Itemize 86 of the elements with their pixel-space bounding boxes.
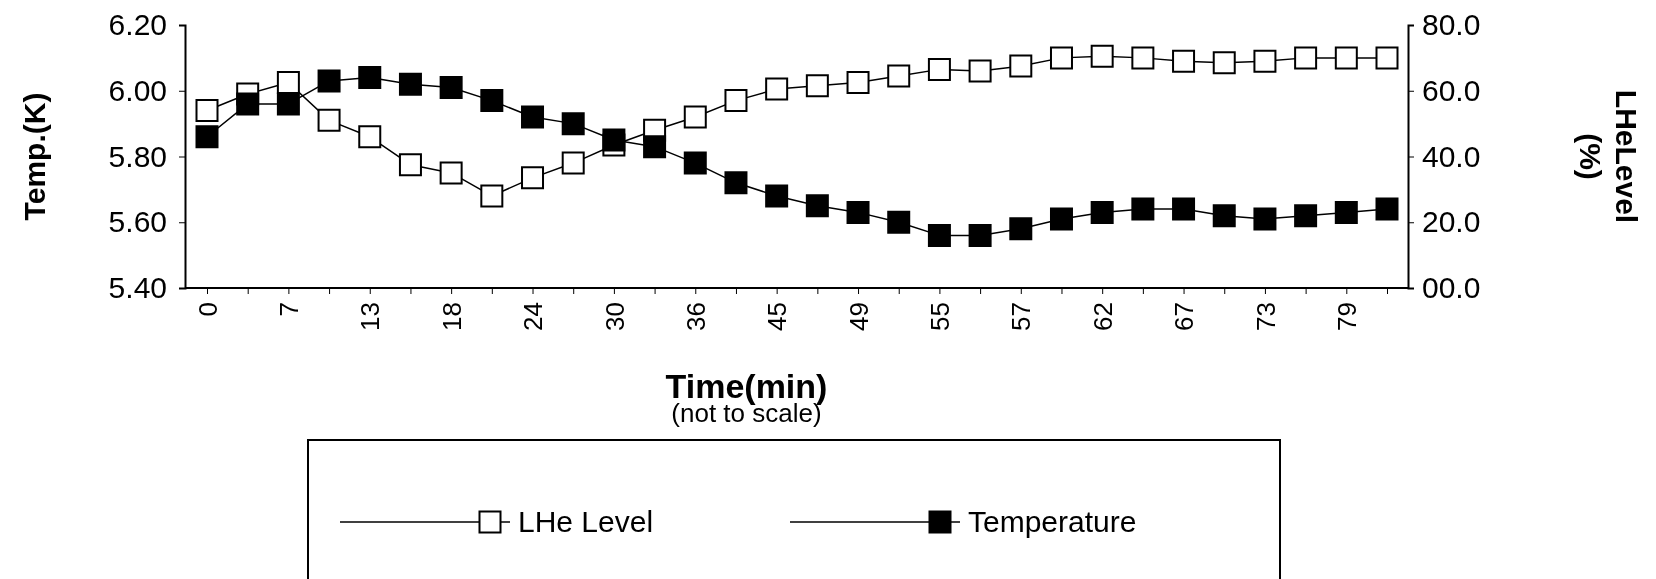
point <box>276 92 300 116</box>
point <box>1334 200 1358 224</box>
point <box>195 98 219 122</box>
point <box>1212 204 1236 228</box>
point <box>1009 217 1033 241</box>
point <box>1131 197 1155 221</box>
y-tick-label: 5.60 <box>108 205 167 239</box>
y-tick-label: 6.20 <box>108 8 167 42</box>
x-tick-label: 79 <box>1331 302 1362 331</box>
x-tick-label: 55 <box>925 302 956 331</box>
x-tick-label: 73 <box>1250 302 1281 331</box>
point <box>846 71 870 95</box>
point <box>561 151 585 175</box>
x-tick-label: 24 <box>518 302 549 331</box>
point <box>927 223 951 247</box>
y2-tick-label: 80.0 <box>1422 8 1481 42</box>
point <box>846 200 870 224</box>
point <box>317 108 341 132</box>
point <box>521 166 545 190</box>
x-tick-label: 18 <box>436 302 467 331</box>
point <box>358 66 382 90</box>
point <box>1172 49 1196 73</box>
x-tick-label: 7 <box>273 302 304 317</box>
point <box>968 223 992 247</box>
point <box>1212 51 1236 75</box>
y-tick-label: 5.40 <box>108 271 167 305</box>
y-axis-title: Temp.(K) <box>18 92 51 221</box>
point <box>765 184 789 208</box>
y2-tick-label: 40.0 <box>1422 139 1481 173</box>
point <box>602 128 626 152</box>
point <box>927 57 951 81</box>
point <box>358 125 382 149</box>
y2-tick-label: 00.0 <box>1422 271 1481 305</box>
point <box>724 89 748 113</box>
y2-axis-title: LHeLevel (%) <box>1574 89 1643 224</box>
point <box>480 184 504 208</box>
point <box>765 77 789 101</box>
point <box>398 72 422 96</box>
point <box>1049 207 1073 231</box>
point <box>887 210 911 234</box>
point <box>439 75 463 99</box>
point <box>887 64 911 88</box>
point <box>1294 204 1318 228</box>
point <box>398 153 422 177</box>
x-tick-label: 30 <box>599 302 630 331</box>
x-tick-label: 36 <box>680 302 711 331</box>
y-tick-label: 5.80 <box>108 139 167 173</box>
x-tick-label: 0 <box>192 302 223 317</box>
point <box>724 171 748 195</box>
y2-tick-label: 20.0 <box>1422 205 1481 239</box>
point <box>1334 46 1358 70</box>
x-tick-label: 57 <box>1006 302 1037 331</box>
point <box>683 105 707 129</box>
point <box>236 92 260 116</box>
point <box>1131 46 1155 70</box>
x-tick-label: 67 <box>1169 302 1200 331</box>
point <box>683 151 707 175</box>
x-tick-label: 13 <box>355 302 386 331</box>
point <box>643 135 667 159</box>
point <box>521 105 545 129</box>
point <box>480 89 504 113</box>
x-tick-label: 62 <box>1087 302 1118 331</box>
point <box>195 125 219 149</box>
point <box>1253 49 1277 73</box>
point <box>1375 46 1399 70</box>
point <box>1172 197 1196 221</box>
point <box>1253 207 1277 231</box>
point <box>276 71 300 95</box>
point <box>968 59 992 83</box>
y-tick-label: 6.00 <box>108 73 167 107</box>
point <box>561 112 585 136</box>
legend-label: LHe Level <box>518 505 654 538</box>
point <box>1009 54 1033 78</box>
point <box>439 161 463 185</box>
point <box>1294 46 1318 70</box>
point <box>1090 200 1114 224</box>
point <box>317 69 341 93</box>
point <box>1090 44 1114 68</box>
x-tick-label: 49 <box>843 302 874 331</box>
y2-tick-label: 60.0 <box>1422 73 1481 107</box>
point <box>1375 197 1399 221</box>
point <box>805 74 829 98</box>
point <box>805 194 829 218</box>
point <box>1049 46 1073 70</box>
x-tick-label: 45 <box>762 302 793 331</box>
legend-label: Temperature <box>968 505 1137 538</box>
